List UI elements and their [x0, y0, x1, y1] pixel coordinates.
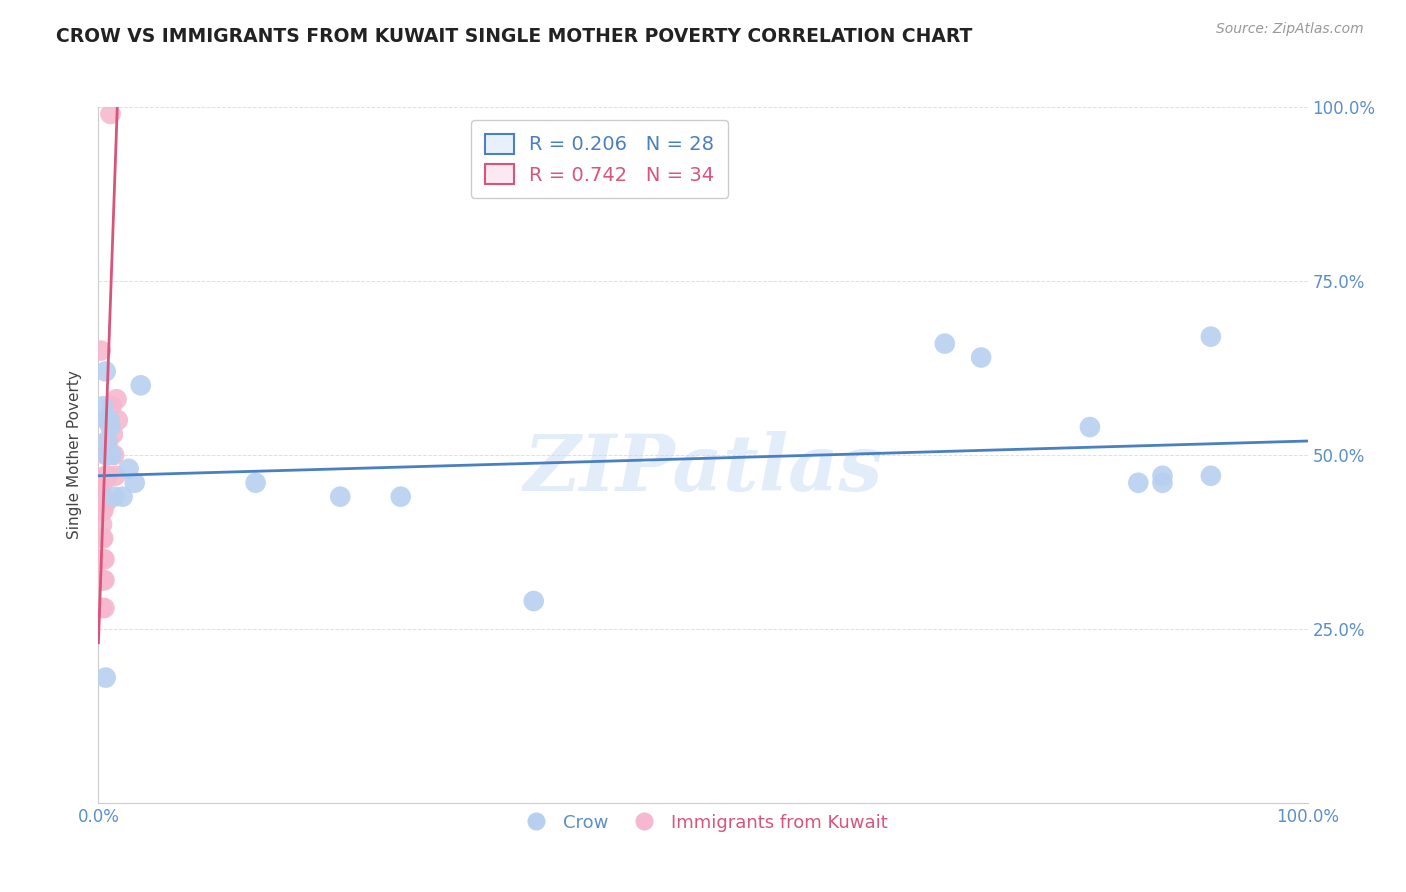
Legend: Crow, Immigrants from Kuwait: Crow, Immigrants from Kuwait	[510, 806, 896, 839]
Point	[118, 462, 141, 476]
Point	[91, 475, 114, 490]
Point	[91, 517, 114, 532]
Point	[101, 427, 124, 442]
Point	[91, 552, 114, 566]
Point	[97, 468, 120, 483]
Point	[934, 336, 956, 351]
Point	[103, 490, 125, 504]
Point	[91, 490, 114, 504]
Point	[389, 490, 412, 504]
Point	[107, 413, 129, 427]
Point	[91, 399, 114, 413]
Point	[98, 448, 121, 462]
Point	[96, 413, 118, 427]
Point	[96, 448, 118, 462]
Point	[105, 392, 128, 407]
Point	[1078, 420, 1101, 434]
Point	[93, 601, 115, 615]
Point	[90, 483, 112, 497]
Point	[1152, 468, 1174, 483]
Point	[98, 413, 121, 427]
Point	[104, 468, 127, 483]
Point	[98, 413, 121, 427]
Point	[91, 503, 114, 517]
Point	[96, 448, 118, 462]
Point	[94, 364, 117, 378]
Point	[90, 343, 112, 358]
Point	[96, 468, 118, 483]
Point	[91, 601, 114, 615]
Text: CROW VS IMMIGRANTS FROM KUWAIT SINGLE MOTHER POVERTY CORRELATION CHART: CROW VS IMMIGRANTS FROM KUWAIT SINGLE MO…	[56, 27, 973, 45]
Text: Source: ZipAtlas.com: Source: ZipAtlas.com	[1216, 22, 1364, 37]
Point	[329, 490, 352, 504]
Point	[91, 573, 114, 587]
Point	[1199, 329, 1222, 343]
Point	[103, 448, 125, 462]
Point	[97, 434, 120, 448]
Point	[91, 503, 114, 517]
Point	[94, 671, 117, 685]
Point	[91, 532, 114, 546]
Point	[91, 573, 114, 587]
Point	[94, 448, 117, 462]
Point	[100, 107, 122, 121]
Point	[91, 532, 114, 546]
Point	[93, 552, 115, 566]
Point	[124, 475, 146, 490]
Point	[100, 448, 122, 462]
Point	[970, 351, 993, 365]
Point	[94, 497, 117, 511]
Y-axis label: Single Mother Poverty: Single Mother Poverty	[67, 370, 83, 540]
Point	[91, 552, 114, 566]
Point	[245, 475, 267, 490]
Point	[111, 490, 134, 504]
Text: ZIPatlas: ZIPatlas	[523, 431, 883, 507]
Point	[96, 413, 118, 427]
Point	[100, 399, 122, 413]
Point	[94, 468, 117, 483]
Point	[523, 594, 546, 608]
Point	[1128, 475, 1150, 490]
Point	[96, 434, 118, 448]
Point	[93, 573, 115, 587]
Point	[129, 378, 152, 392]
Point	[1199, 468, 1222, 483]
Point	[1152, 475, 1174, 490]
Point	[100, 420, 122, 434]
